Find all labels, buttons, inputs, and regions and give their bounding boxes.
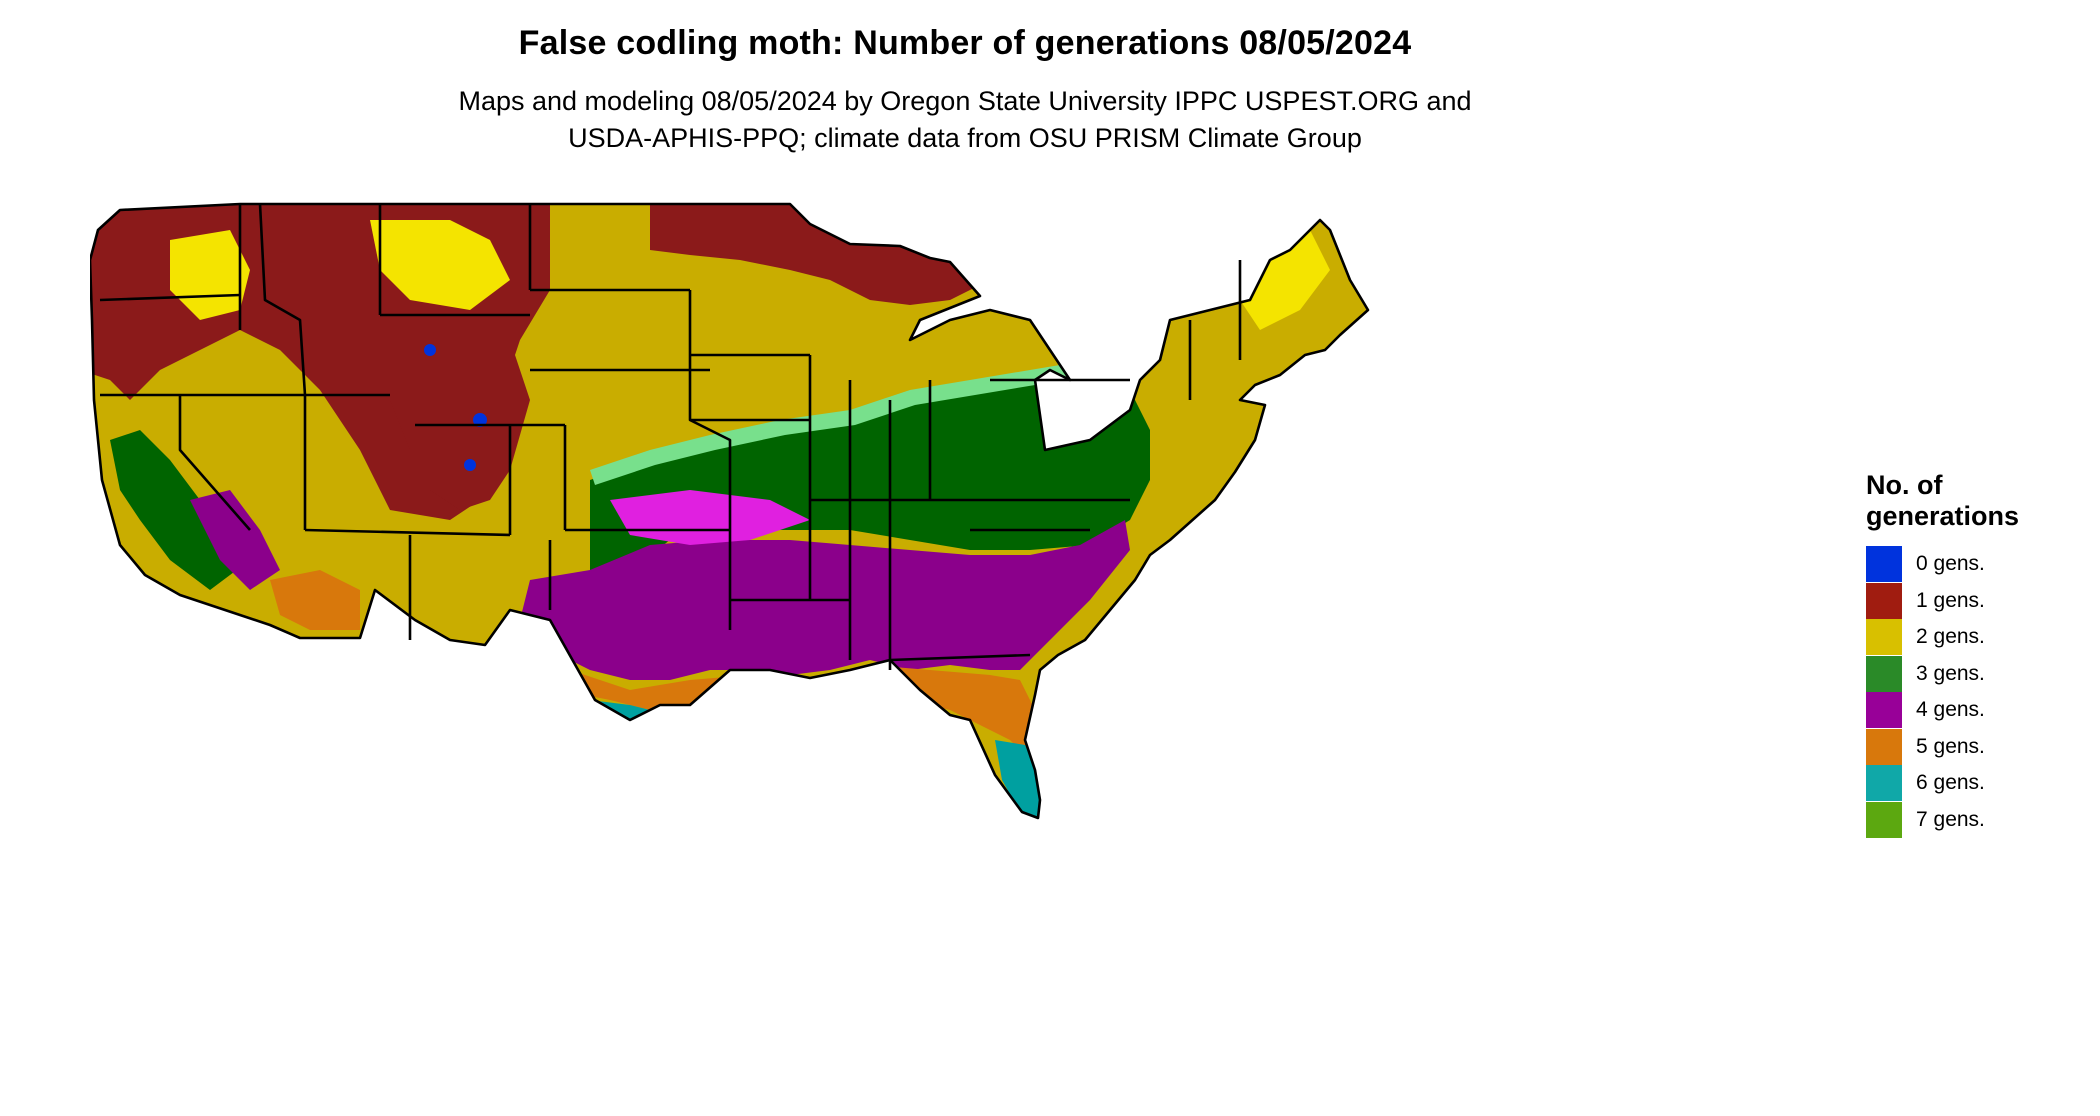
legend-label: 1 gens. <box>1916 588 1985 612</box>
legend-item: 3 gens. <box>1866 655 2086 693</box>
legend-items: 0 gens. 1 gens. 2 gens. 3 gens. 4 gens. 5 gen… <box>1866 546 2086 838</box>
border-id-mt <box>258 203 307 396</box>
legend-label: 3 gens. <box>1916 661 1985 685</box>
legend-item: 2 gens. <box>1866 619 2086 656</box>
legend-item: 4 gens. <box>1866 692 2086 729</box>
legend-swatch <box>1866 692 1902 728</box>
zone-1-gens-rockies <box>390 310 530 510</box>
legend-title-line2: generations <box>1866 501 2020 531</box>
zone-0-gens-1 <box>424 344 436 356</box>
zone-4-gens-southwest <box>190 490 280 590</box>
legend-item: 5 gens. <box>1866 728 2086 766</box>
border-fl-north <box>889 653 1031 662</box>
zone-6-gens-florida <box>995 740 1040 818</box>
legend-item: 6 gens. <box>1866 765 2086 802</box>
zone-0-gens-3 <box>464 459 476 471</box>
legend-item: 0 gens. <box>1866 546 2086 583</box>
legend-label: 5 gens. <box>1916 734 1985 758</box>
state-borders <box>90 202 1370 820</box>
legend-label: 6 gens. <box>1916 771 1985 794</box>
map-subtitle-line1: Maps and modeling 08/05/2024 by Oregon S… <box>458 86 1472 116</box>
legend-swatch <box>1866 619 1902 655</box>
legend-swatch <box>1866 728 1902 765</box>
border-wa-or <box>99 293 241 302</box>
legend-item: 7 gens. <box>1866 801 2086 839</box>
legend-label: 0 gens. <box>1916 552 1985 575</box>
generation-zones <box>90 204 1368 818</box>
legend-swatch <box>1866 582 1902 619</box>
legend: No. of generations 0 gens. 1 gens. 2 gens.… <box>1866 470 2086 838</box>
legend-label: 2 gens. <box>1916 625 1985 648</box>
map-title: False codling moth: Number of generation… <box>518 24 1412 62</box>
zone-2-gens-bright-montana <box>370 220 510 310</box>
zone-3-gens-light-fringe <box>590 360 1095 485</box>
legend-label: 4 gens. <box>1916 698 1985 721</box>
border-ca-nv <box>178 395 251 531</box>
zone-5-gens-arizona <box>270 570 360 630</box>
zone-0-gens-2 <box>473 413 487 427</box>
legend-swatch <box>1866 765 1902 801</box>
legend-title: No. of generations <box>1866 470 2086 532</box>
legend-swatch <box>1866 546 1902 582</box>
us-generations-map <box>90 200 1820 1110</box>
legend-swatch <box>1866 801 1902 838</box>
map-subtitle-line2: USDA-APHIS-PPQ; climate data from OSU PR… <box>568 123 1362 153</box>
legend-swatch <box>1866 655 1902 692</box>
legend-title-line1: No. of <box>1866 470 1943 500</box>
map-svg <box>90 202 1370 820</box>
legend-item: 1 gens. <box>1866 582 2086 620</box>
legend-label: 7 gens. <box>1916 807 1985 831</box>
border-ut-az <box>304 528 511 537</box>
